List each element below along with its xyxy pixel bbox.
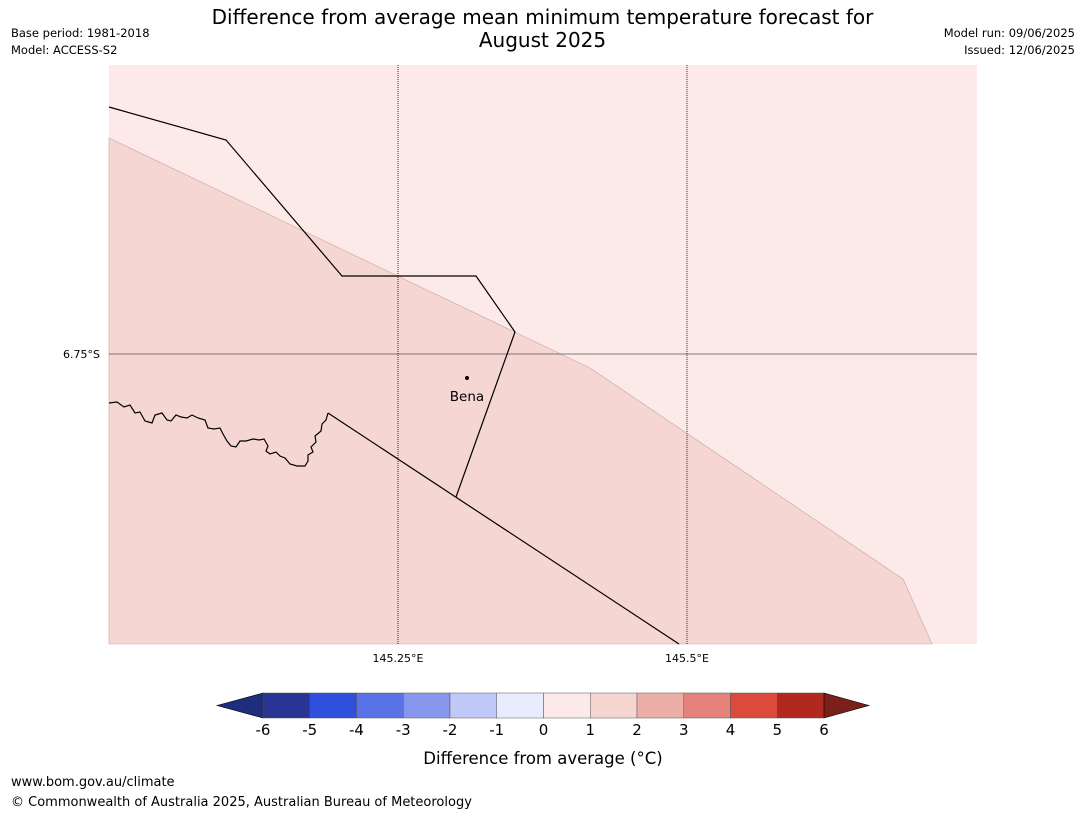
model-name: Model: ACCESS-S2 bbox=[11, 43, 118, 57]
map-title: Difference from average mean minimum tem… bbox=[0, 6, 1085, 52]
lon-tick-label-2: 145.5°E bbox=[665, 652, 709, 665]
base-period: Base period: 1981-2018 bbox=[11, 26, 150, 40]
colorbar-swatch bbox=[777, 692, 825, 719]
colorbar-under-arrow bbox=[215, 692, 264, 719]
colorbar-tick-label: -2 bbox=[443, 721, 458, 739]
footer-copyright: © Commonwealth of Australia 2025, Austra… bbox=[11, 795, 472, 810]
colorbar-tick-label: 5 bbox=[772, 721, 782, 739]
colorbar-tick-label: 3 bbox=[679, 721, 689, 739]
colorbar-swatch bbox=[403, 692, 451, 719]
colorbar-swatch bbox=[543, 692, 591, 719]
colorbar-swatch bbox=[356, 692, 404, 719]
colorbar-tick-label: 2 bbox=[632, 721, 642, 739]
lat-tick-label: 6.75°S bbox=[63, 348, 100, 361]
colorbar-swatch bbox=[730, 692, 778, 719]
colorbar-tick-label: 1 bbox=[585, 721, 595, 739]
colorbar-tick-label: -5 bbox=[302, 721, 317, 739]
colorbar-tick-label: -4 bbox=[349, 721, 364, 739]
colorbar-swatch bbox=[683, 692, 731, 719]
place-label: Bena bbox=[450, 389, 484, 405]
colorbar: -6 -5 -4 -3 -2 -1 0 1 2 3 4 5 6 bbox=[215, 692, 871, 739]
zone-1-to-2 bbox=[108, 137, 933, 645]
colorbar-swatch bbox=[496, 692, 544, 719]
colorbar-swatch bbox=[262, 692, 310, 719]
title-line-2: August 2025 bbox=[478, 28, 607, 52]
meta-right: Model run: 09/06/2025 Issued: 12/06/2025 bbox=[944, 25, 1075, 59]
colorbar-tick-label: -3 bbox=[396, 721, 411, 739]
colorbar-tick-label: 6 bbox=[819, 721, 829, 739]
meta-left: Base period: 1981-2018 Model: ACCESS-S2 bbox=[11, 25, 150, 59]
colorbar-tick-label: -6 bbox=[256, 721, 271, 739]
colorbar-label: Difference from average (°C) bbox=[423, 749, 662, 768]
place-marker bbox=[465, 376, 469, 380]
region-boundary-west bbox=[108, 401, 329, 467]
region-boundary-south bbox=[327, 412, 680, 645]
colorbar-tick-label: -1 bbox=[489, 721, 504, 739]
issued-date: Issued: 12/06/2025 bbox=[964, 43, 1075, 57]
colorbar-tick-label: 0 bbox=[539, 721, 549, 739]
footer-url: www.bom.gov.au/climate bbox=[11, 775, 175, 790]
colorbar-swatch bbox=[449, 692, 497, 719]
colorbar-tick-label: 4 bbox=[726, 721, 736, 739]
title-line-1: Difference from average mean minimum tem… bbox=[211, 5, 874, 29]
colorbar-swatch bbox=[636, 692, 684, 719]
colorbar-over-arrow bbox=[823, 692, 871, 719]
colorbar-swatch bbox=[309, 692, 357, 719]
lon-tick-label-1: 145.25°E bbox=[373, 652, 424, 665]
model-run: Model run: 09/06/2025 bbox=[943, 26, 1075, 40]
region-boundary-north bbox=[108, 106, 516, 498]
colorbar-swatch bbox=[590, 692, 638, 719]
